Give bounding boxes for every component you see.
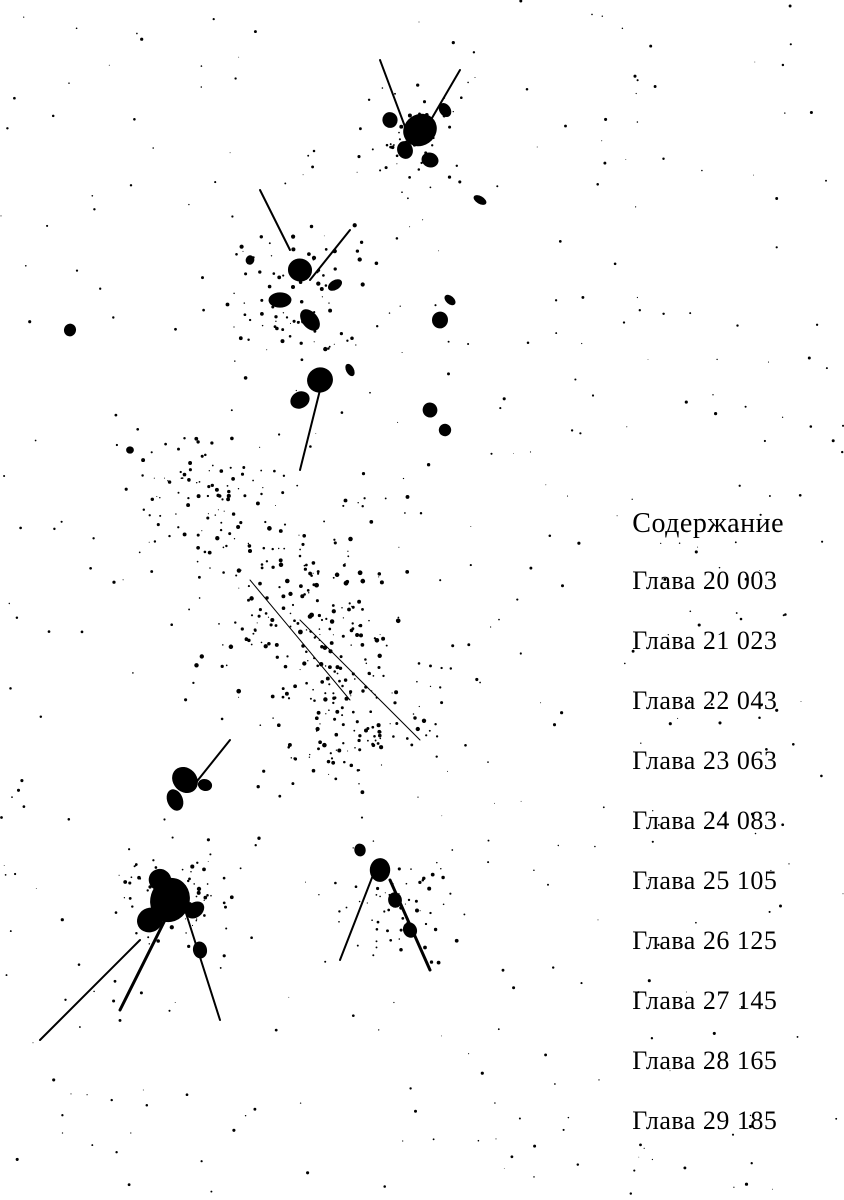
toc-row-label: Глава 21 [632,626,730,655]
toc-row: Глава 29 185 [632,1108,784,1134]
toc-row: Глава 21 023 [632,628,784,654]
toc-row: Глава 24 083 [632,808,784,834]
toc-row-label: Глава 23 [632,746,730,775]
toc-title: Содержание [632,508,784,540]
toc-row-page: 105 [737,866,778,895]
page: Содержание Глава 20 003Глава 21 023Глава… [0,0,844,1200]
toc-row-page: 023 [737,626,778,655]
toc-row-page: 063 [737,746,778,775]
toc-row-label: Глава 27 [632,986,730,1015]
toc-row: Глава 27 145 [632,988,784,1014]
toc-items: Глава 20 003Глава 21 023Глава 22 043Глав… [632,568,784,1134]
toc-row-label: Глава 24 [632,806,730,835]
toc-row-label: Глава 22 [632,686,730,715]
toc-row-label: Глава 29 [632,1106,730,1135]
toc-row-page: 125 [737,926,778,955]
toc-row: Глава 25 105 [632,868,784,894]
toc-row-page: 003 [737,566,778,595]
toc-row: Глава 20 003 [632,568,784,594]
toc-row-label: Глава 25 [632,866,730,895]
toc-row-label: Глава 20 [632,566,730,595]
toc-row-page: 043 [737,686,778,715]
toc-row-page: 145 [737,986,778,1015]
toc-row-page: 185 [737,1106,778,1135]
toc-row-label: Глава 26 [632,926,730,955]
toc-row-page: 165 [737,1046,778,1075]
toc-row-page: 083 [737,806,778,835]
toc-row: Глава 26 125 [632,928,784,954]
toc-row-label: Глава 28 [632,1046,730,1075]
toc-row: Глава 22 043 [632,688,784,714]
table-of-contents: Содержание Глава 20 003Глава 21 023Глава… [632,508,784,1134]
toc-row: Глава 23 063 [632,748,784,774]
toc-row: Глава 28 165 [632,1048,784,1074]
